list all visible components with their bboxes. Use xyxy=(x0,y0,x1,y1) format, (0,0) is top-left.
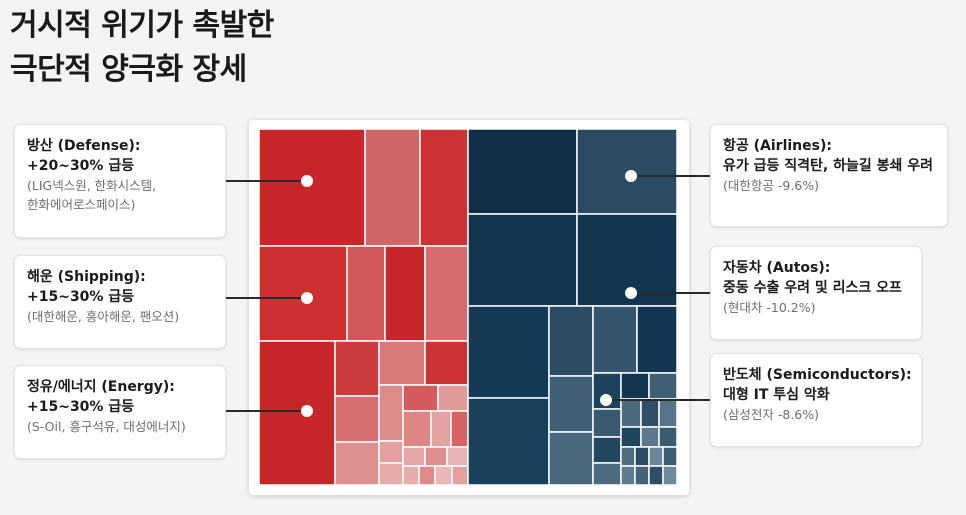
loss-block xyxy=(467,129,677,485)
treemap-cell xyxy=(384,245,426,342)
treemap-cell xyxy=(620,398,642,428)
treemap-cell xyxy=(451,465,469,485)
treemap-cell xyxy=(620,426,642,448)
energy-examples: (S-Oil, 흥구석유, 대성에너지) xyxy=(27,419,186,434)
treemap-cell xyxy=(467,305,550,399)
treemap-cell xyxy=(592,462,622,485)
semiconductors-change: 대형 IT 투심 악화 xyxy=(723,387,830,403)
autos-card: 자동차 (Autos): 중동 수출 우려 및 리스크 오프 (현대차 -10.… xyxy=(710,246,922,340)
treemap-cell xyxy=(634,446,650,467)
treemap-cell xyxy=(548,375,594,433)
treemap-cell xyxy=(634,465,650,485)
treemap-cell xyxy=(620,446,636,467)
treemap-cell xyxy=(334,395,380,443)
treemap-cell xyxy=(640,398,660,428)
treemap-cell xyxy=(662,446,677,467)
treemap-cell xyxy=(658,398,677,428)
airlines-examples: (대한항공 -9.6%) xyxy=(723,178,819,193)
treemap-cell xyxy=(434,465,453,485)
shipping-change: +15~30% 급등 xyxy=(27,289,135,305)
treemap-cell xyxy=(424,340,469,386)
treemap-cell xyxy=(418,465,436,485)
treemap-cell xyxy=(259,129,366,247)
treemap-cell xyxy=(419,129,469,247)
treemap-cell xyxy=(648,465,664,485)
treemap-cell xyxy=(648,372,677,400)
airlines-connector xyxy=(630,175,710,177)
autos-connector xyxy=(630,292,710,294)
treemap-cell xyxy=(446,446,469,467)
treemap-cell xyxy=(592,436,622,464)
treemap-cell xyxy=(346,245,386,342)
page-title: 거시적 위기가 촉발한 극단적 양극화 장세 xyxy=(10,4,274,92)
treemap-cell xyxy=(378,384,404,442)
energy-change: +15~30% 급등 xyxy=(27,399,135,415)
treemap-cell xyxy=(402,465,420,485)
shipping-connector xyxy=(226,297,306,299)
treemap-cell xyxy=(334,340,380,397)
shipping-examples: (대한해운, 흥아해운, 팬오션) xyxy=(27,309,180,324)
treemap-cell xyxy=(364,129,421,247)
shipping-marker xyxy=(301,292,313,304)
treemap-cell xyxy=(334,441,380,485)
title-line-1: 거시적 위기가 촉발한 xyxy=(10,8,274,43)
airlines-heading: 항공 (Airlines): xyxy=(723,138,832,154)
autos-marker xyxy=(625,287,637,299)
treemap-cell xyxy=(378,462,404,485)
title-line-2: 극단적 양극화 장세 xyxy=(10,52,247,87)
treemap-cell xyxy=(658,426,677,448)
defense-connector xyxy=(226,180,306,182)
semiconductors-marker xyxy=(600,394,612,406)
treemap-cell xyxy=(467,213,578,307)
airlines-change: 유가 급등 직격탄, 하늘길 봉쇄 우려 xyxy=(723,158,934,174)
defense-card: 방산 (Defense): +20~30% 급등 (LIG넥스원, 한화시스템,… xyxy=(14,124,226,238)
treemap-cell xyxy=(402,384,439,412)
energy-heading: 정유/에너지 (Energy): xyxy=(27,379,175,395)
treemap-cell xyxy=(467,129,578,215)
defense-change: +20~30% 급등 xyxy=(27,158,135,174)
semiconductors-connector xyxy=(605,399,710,401)
treemap-cell xyxy=(548,305,594,377)
treemap-cell xyxy=(402,446,426,467)
treemap-cell xyxy=(378,440,404,464)
treemap-cell xyxy=(424,245,469,342)
treemap-cell xyxy=(437,384,469,412)
treemap-cell xyxy=(592,408,622,438)
semiconductors-examples: (삼성전자 -8.6%) xyxy=(723,407,819,422)
treemap-cell xyxy=(620,372,650,400)
treemap-cell xyxy=(636,305,677,374)
defense-marker xyxy=(301,175,313,187)
energy-connector xyxy=(226,410,306,412)
defense-examples-2: 한화에어로스페이스) xyxy=(27,197,136,212)
energy-card: 정유/에너지 (Energy): +15~30% 급등 (S-Oil, 흥구석유… xyxy=(14,365,226,459)
autos-change: 중동 수출 우려 및 리스크 오프 xyxy=(723,280,902,296)
shipping-heading: 해운 (Shipping): xyxy=(27,269,146,285)
treemap-cell xyxy=(402,410,432,448)
autos-heading: 자동차 (Autos): xyxy=(723,260,831,276)
treemap-cell xyxy=(640,426,660,448)
treemap-cell xyxy=(259,340,336,485)
treemap-cell xyxy=(378,340,426,386)
autos-examples: (현대차 -10.2%) xyxy=(723,300,816,315)
gain-block xyxy=(259,129,469,485)
treemap-cell xyxy=(662,465,677,485)
shipping-card: 해운 (Shipping): +15~30% 급등 (대한해운, 흥아해운, 팬… xyxy=(14,255,226,349)
semiconductors-heading: 반도체 (Semiconductors): xyxy=(723,367,912,383)
treemap-cell xyxy=(620,465,636,485)
treemap-cell xyxy=(648,446,664,467)
treemap-cell xyxy=(592,305,638,374)
treemap-cell xyxy=(548,431,594,485)
semiconductors-card: 반도체 (Semiconductors): 대형 IT 투심 악화 (삼성전자 … xyxy=(710,353,922,447)
airlines-marker xyxy=(625,170,637,182)
energy-marker xyxy=(301,405,313,417)
defense-examples-1: (LIG넥스원, 한화시스템, xyxy=(27,178,157,193)
airlines-card: 항공 (Airlines): 유가 급등 직격탄, 하늘길 봉쇄 우려 (대한항… xyxy=(710,124,948,227)
treemap-cell xyxy=(467,397,550,485)
market-treemap xyxy=(259,129,677,485)
treemap-cell xyxy=(424,446,448,467)
treemap-cell xyxy=(450,410,469,448)
defense-heading: 방산 (Defense): xyxy=(27,138,141,154)
treemap-cell xyxy=(430,410,452,448)
